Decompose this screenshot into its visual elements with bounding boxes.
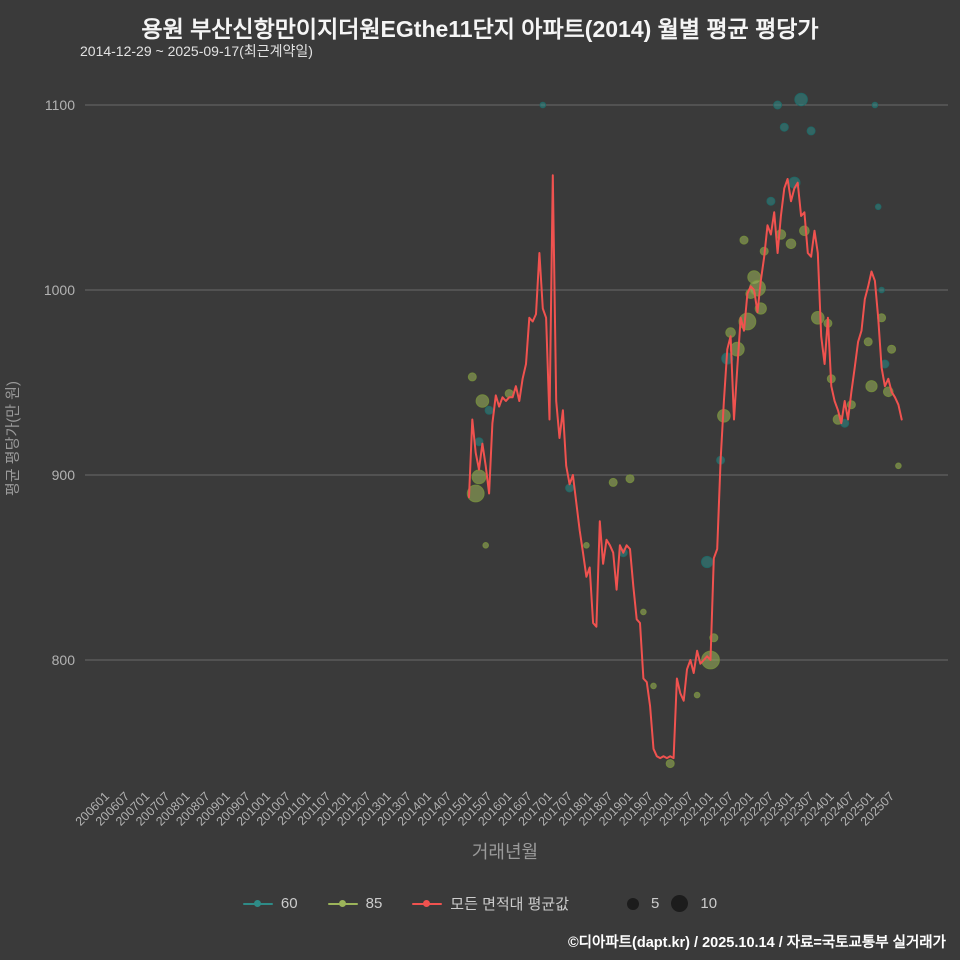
bubble-85[interactable] [785, 238, 797, 250]
bubble-85[interactable] [583, 542, 590, 549]
y-tick-label: 1000 [44, 282, 75, 298]
bubble-85[interactable] [665, 759, 675, 769]
average-price-line[interactable] [468, 174, 903, 760]
bubble-60[interactable] [878, 286, 885, 294]
legend: 60 85 모든 면적대 평균값 5 10 [0, 893, 960, 914]
legend-label-85: 85 [365, 895, 383, 912]
legend-series-85[interactable]: 85 [327, 895, 383, 912]
bubble-60[interactable] [874, 203, 882, 211]
bubble-85[interactable] [863, 337, 873, 347]
bubble-85[interactable] [775, 229, 787, 240]
legend-series-average[interactable]: 모든 면적대 평균값 [412, 893, 569, 914]
bubble-60[interactable] [806, 126, 816, 136]
bubble-85[interactable] [887, 344, 897, 354]
y-tick-label: 900 [52, 467, 76, 483]
bubble-85[interactable] [475, 394, 490, 408]
bubble-60[interactable] [539, 101, 547, 109]
bubble-85[interactable] [625, 474, 635, 484]
bubble-60[interactable] [766, 196, 776, 206]
bubble-85[interactable] [640, 608, 647, 616]
size-5-label: 5 [651, 895, 660, 912]
x-axis-title: 거래년월 [471, 842, 539, 862]
bubble-85[interactable] [811, 311, 825, 325]
legend-label-average: 모든 면적대 평균값 [450, 896, 570, 913]
bubble-85[interactable] [467, 372, 477, 382]
size-10-dot-icon [671, 895, 689, 912]
legend-series-60[interactable]: 60 [242, 895, 298, 912]
bubble-size-legend: 5 10 [627, 895, 717, 912]
bubble-60[interactable] [484, 405, 494, 415]
bubble-85[interactable] [466, 484, 485, 503]
bubble-85[interactable] [739, 235, 749, 245]
bubble-85[interactable] [650, 682, 657, 690]
bubble-60[interactable] [871, 101, 879, 109]
y-tick-label: 800 [52, 652, 76, 668]
bubble-60[interactable] [773, 100, 783, 110]
plot-canvas[interactable]: 8009001000110020060120060720070120070720… [0, 0, 960, 880]
y-axis-title: 평균 평당가(만 원) [4, 381, 22, 496]
legend-label-60: 60 [280, 895, 298, 912]
source-credit: ©디아파트(dapt.kr) / 2025.10.14 / 자료=국토교통부 실… [567, 935, 946, 951]
date-range-subtitle: 2014-12-29 ~ 2025-09-17(최근계약일) [80, 43, 313, 59]
series-85-marker-icon [327, 899, 358, 908]
average-line-marker-icon [412, 899, 443, 908]
bubble-60[interactable] [794, 92, 808, 107]
bubble-85[interactable] [608, 477, 618, 487]
series-60-marker-icon [242, 899, 273, 908]
bubble-85[interactable] [799, 225, 810, 237]
bubble-60[interactable] [779, 122, 789, 132]
bubble-85[interactable] [471, 469, 487, 485]
bubble-85[interactable] [865, 380, 878, 393]
size-10-label: 10 [700, 895, 718, 912]
bubble-85[interactable] [482, 542, 490, 549]
size-5-dot-icon [627, 897, 640, 910]
bubble-85[interactable] [693, 691, 701, 699]
y-tick-label: 1100 [45, 97, 75, 113]
bubble-60[interactable] [701, 555, 714, 569]
bubble-85[interactable] [895, 462, 902, 470]
page-title: 용원 부산신항만이지더원EGthe11단지 아파트(2014) 월별 평균 평당… [141, 16, 819, 42]
